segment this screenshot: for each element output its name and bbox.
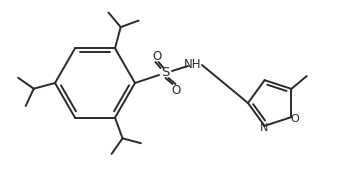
- Text: NH: NH: [184, 58, 202, 71]
- Text: O: O: [152, 49, 162, 62]
- Text: N: N: [259, 123, 268, 133]
- Text: O: O: [171, 83, 181, 96]
- Text: O: O: [290, 114, 299, 124]
- Text: S: S: [161, 67, 169, 80]
